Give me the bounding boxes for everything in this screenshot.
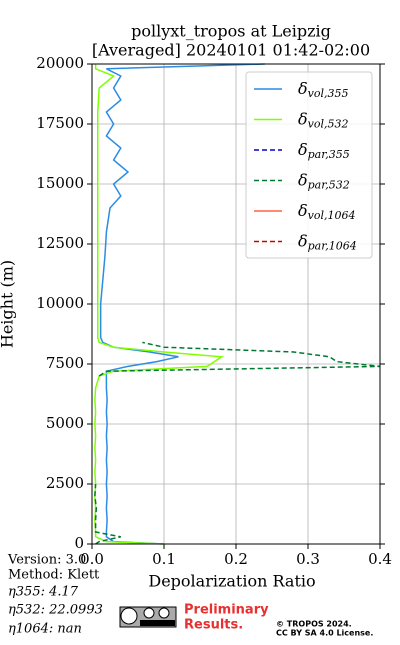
badge: Results. bbox=[184, 618, 243, 633]
badge: Preliminary bbox=[184, 603, 269, 618]
legend-label: δvol,532 bbox=[298, 109, 349, 131]
info: Version: 3.0 Method: Klett η355: 4.17 η5… bbox=[7, 553, 103, 637]
info-line: η532: 22.0993 bbox=[8, 603, 103, 618]
y-tick-label: 0 bbox=[74, 534, 84, 552]
chart-title: pollyxt_tropos at Leipzig bbox=[131, 22, 331, 41]
y-tick-label: 20000 bbox=[36, 54, 84, 72]
info-line: η355: 4.17 bbox=[8, 585, 79, 600]
info-line: η1064: nan bbox=[8, 622, 82, 637]
legend-label: δpar,355 bbox=[298, 140, 350, 162]
y-tick-label: 12500 bbox=[36, 234, 84, 252]
x-tick-label: 0.0 bbox=[80, 550, 104, 568]
info-line: Version: 3.0 bbox=[7, 553, 86, 568]
legend-label: δpar,1064 bbox=[298, 231, 357, 253]
legend-label: δvol,355 bbox=[298, 79, 349, 101]
y-tick-label: 10000 bbox=[36, 294, 84, 312]
chart-subtitle: [Averaged] 20240101 01:42-02:00 bbox=[92, 41, 370, 60]
legend: δvol,355 δvol,532 δpar,355 δpar,532 δvol,106… bbox=[245, 71, 373, 259]
cc-logo bbox=[119, 606, 177, 628]
copyright: CC BY SA 4.0 License. bbox=[276, 629, 373, 638]
series-line bbox=[94, 483, 121, 545]
y-tick-label: 17500 bbox=[36, 114, 84, 132]
y-tick-label: 5000 bbox=[46, 414, 84, 432]
y-tick-label: 15000 bbox=[36, 174, 84, 192]
x-axis-label: Depolarization Ratio bbox=[148, 572, 315, 591]
plot-frame bbox=[91, 63, 381, 545]
copyright: © TROPOS 2024. bbox=[276, 620, 352, 629]
series-line bbox=[98, 341, 381, 377]
y-tick-label: 2500 bbox=[46, 474, 84, 492]
x-tick-label: 0.4 bbox=[368, 550, 392, 568]
legend-label: δpar,532 bbox=[298, 170, 350, 192]
x-tick-label: 0.1 bbox=[152, 550, 176, 568]
legend-label: δvol,1064 bbox=[298, 201, 356, 223]
series-line bbox=[94, 64, 224, 545]
x-tick-label: 0.2 bbox=[224, 550, 248, 568]
info-line: Method: Klett bbox=[8, 568, 100, 583]
y-axis-label: Height (m) bbox=[0, 260, 17, 348]
y-tick-label: 7500 bbox=[46, 354, 84, 372]
x-tick-label: 0.3 bbox=[296, 550, 320, 568]
